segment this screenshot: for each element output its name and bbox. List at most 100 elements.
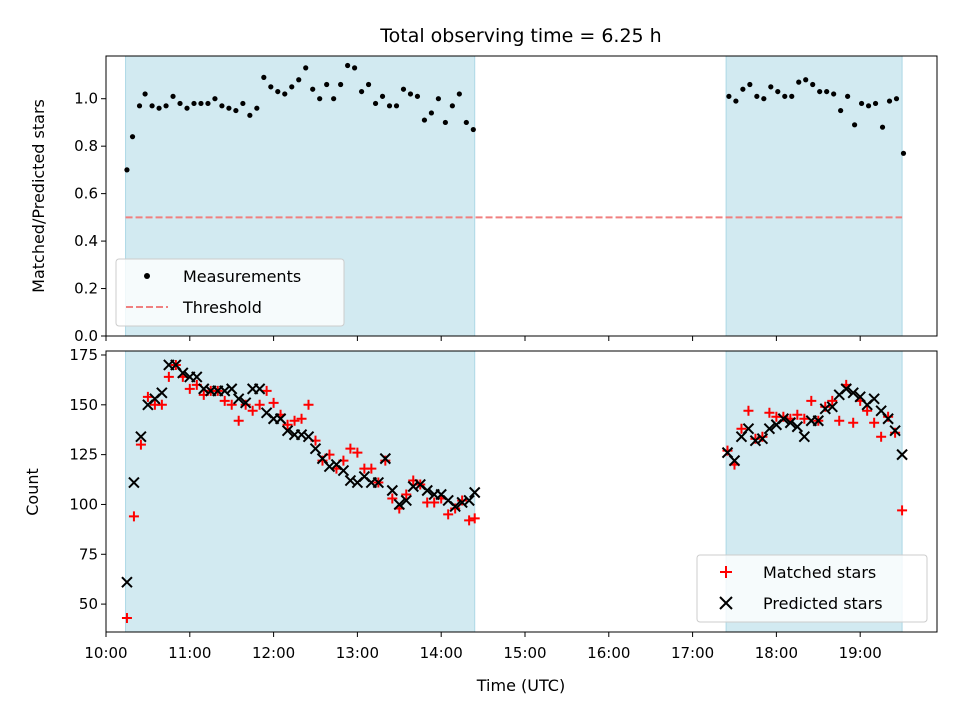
bottom-y-tick-label: 50 — [79, 595, 98, 613]
measurement-point — [754, 93, 760, 99]
measurement-point — [428, 110, 435, 116]
matched-star-point — [834, 415, 845, 426]
bottom-y-axis: 50 75 100 125 150 175 — [69, 346, 106, 613]
predicted-star-point — [763, 423, 776, 435]
matched-star-point — [261, 385, 272, 396]
measurement-point — [726, 93, 732, 99]
bottom-y-tick-label: 150 — [69, 396, 98, 414]
measurement-point — [747, 81, 753, 88]
x-tick-label: 14:00 — [420, 644, 463, 662]
measurement-point — [838, 107, 844, 114]
x-tick-label: 12:00 — [252, 644, 295, 662]
measurement-point — [803, 77, 809, 83]
x-tick-label: 10:00 — [84, 644, 127, 662]
measurement-point — [442, 119, 448, 126]
top-plot-frame — [105, 55, 938, 337]
bottom-predicted-points — [121, 359, 908, 588]
predicted-star-point — [798, 430, 811, 443]
measurement-point — [365, 81, 372, 88]
predicted-star-point — [456, 496, 468, 509]
matched-star-point — [268, 397, 279, 408]
measurement-point — [331, 96, 337, 102]
top-y-tick-label: 0.2 — [74, 280, 98, 298]
matched-star-point — [443, 509, 454, 520]
bottom-y-tick-label: 175 — [69, 346, 98, 364]
measurement-point — [149, 103, 155, 109]
measurement-point — [324, 81, 330, 88]
measurement-point — [789, 93, 795, 99]
predicted-star-point — [379, 452, 392, 465]
measurement-point — [247, 112, 253, 118]
legend-matched-marker — [720, 566, 732, 578]
predicted-star-point — [372, 476, 385, 489]
bottom-y-axis-label: Count — [23, 468, 42, 516]
matched-star-point — [289, 415, 300, 426]
matched-star-point — [897, 505, 908, 516]
measurement-point — [761, 96, 767, 102]
measurement-point — [817, 88, 823, 95]
measurement-point — [142, 91, 148, 97]
matched-star-point — [296, 413, 307, 424]
matched-star-point — [233, 415, 244, 426]
predicted-star-point — [323, 460, 336, 473]
predicted-star-point — [840, 383, 852, 395]
predicted-star-point — [309, 442, 322, 455]
predicted-star-point — [386, 484, 399, 497]
x-axis-label: Time (UTC) — [476, 676, 565, 695]
predicted-star-point — [407, 480, 419, 493]
top-y-tick-label: 0.6 — [74, 185, 98, 203]
predicted-star-point — [463, 494, 475, 507]
measurement-point — [810, 81, 816, 88]
measurement-point — [886, 98, 893, 104]
predicted-star-point — [784, 417, 797, 429]
measurement-point — [768, 84, 774, 90]
predicted-star-point — [393, 498, 406, 511]
measurement-point — [212, 96, 218, 102]
measurement-point — [372, 100, 379, 107]
measurement-point — [393, 103, 400, 109]
predicted-star-point — [302, 430, 315, 443]
matched-star-point — [247, 405, 258, 416]
legend-predicted-marker — [719, 596, 733, 610]
measurement-point — [449, 103, 455, 109]
bottom-panel: 50 75 100 125 150 175 10:00 11:00 12:00 13:00 14:… — [23, 346, 938, 695]
measurement-point — [379, 93, 386, 99]
measurement-point — [893, 96, 900, 102]
predicted-star-point — [868, 393, 880, 405]
top-y-tick-label: 0.8 — [74, 137, 98, 155]
predicted-star-point — [337, 464, 350, 477]
matched-star-point — [282, 419, 293, 430]
measurement-point — [414, 93, 421, 99]
predicted-star-point — [295, 428, 308, 441]
measurement-point — [851, 122, 858, 128]
predicted-star-point — [777, 413, 790, 425]
matched-star-point — [128, 511, 139, 522]
measurement-point — [136, 103, 143, 109]
measurement-point — [219, 103, 225, 109]
measurement-point — [831, 91, 837, 97]
measurement-point — [198, 100, 204, 107]
measurement-point — [407, 91, 414, 97]
matched-star-point — [387, 493, 398, 504]
bottom-y-tick-label: 75 — [79, 545, 98, 563]
legend-measurements-label: Measurements — [183, 267, 301, 286]
top-shaded-interval — [726, 56, 903, 336]
legend-threshold-label: Threshold — [182, 298, 262, 317]
matched-star-point — [469, 513, 480, 524]
predicted-star-point — [819, 403, 831, 415]
predicted-star-point — [281, 425, 294, 437]
x-tick-label: 17:00 — [671, 644, 714, 662]
top-y-tick-label: 0.0 — [74, 327, 98, 345]
measurement-point — [310, 86, 316, 92]
measurement-point — [733, 98, 739, 104]
measurement-point — [268, 84, 274, 90]
measurement-point — [338, 81, 344, 88]
predicted-star-point — [847, 387, 859, 399]
measurement-point — [205, 100, 211, 107]
matched-star-point — [219, 395, 230, 406]
predicted-star-point — [728, 454, 741, 467]
x-tick-label: 16:00 — [587, 644, 630, 662]
matched-star-point — [352, 447, 363, 458]
measurement-point — [240, 100, 246, 107]
measurement-point — [824, 88, 830, 95]
